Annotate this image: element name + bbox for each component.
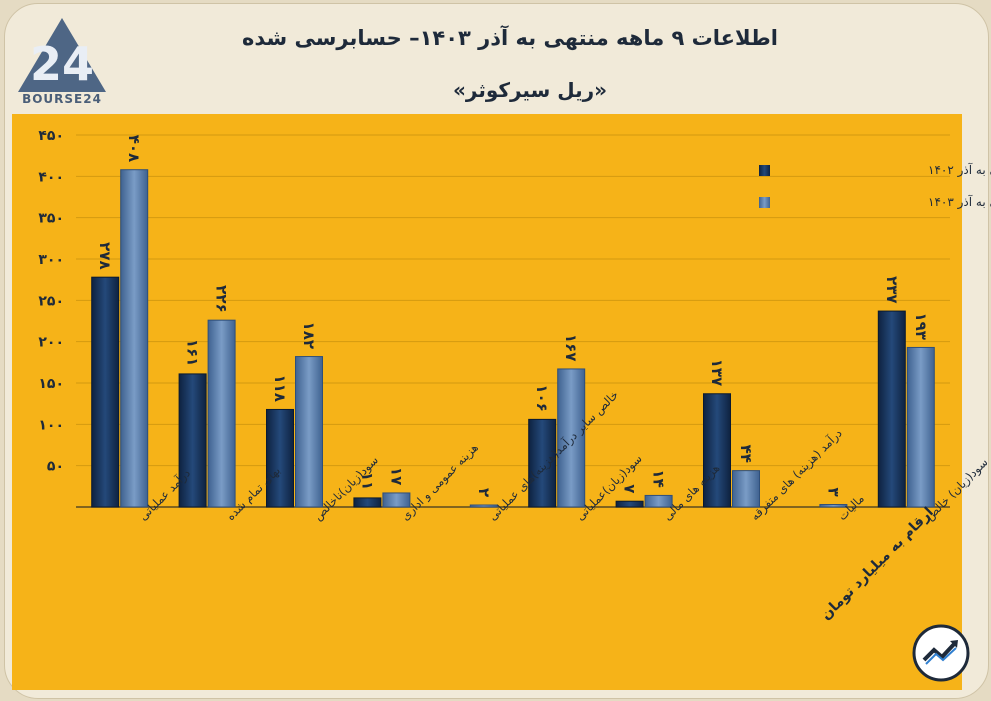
logo-text: BOURSE24 [22,92,102,106]
data-label: ۱۶۷ [562,334,580,361]
data-label: ۱۹۳ [912,312,930,339]
data-label: ۱۱۸ [271,374,289,401]
bar [120,169,149,508]
legend-label: عملکرد منتهی به آذر ۱۴۰۳ [928,194,991,210]
bar [91,276,120,508]
legend-swatch [759,197,770,208]
data-label: ۱۳۷ [708,359,726,386]
bar [557,368,586,508]
bar [906,346,935,508]
y-tick-label: ۱۵۰ [38,376,64,392]
bar [469,504,498,508]
data-label: ۴۴ [737,445,755,463]
bar [266,408,294,508]
y-tick-label: ۳۵۰ [38,211,64,227]
bar [877,310,906,508]
bar [528,418,557,508]
logo-mark: 24 [30,37,94,91]
bar [295,356,323,508]
category-label: هزینه عمومی و اداری [398,440,481,523]
category-label: درآمد (هزینه) های متفرقه [748,426,846,524]
y-tick-label: ۳۰۰ [38,252,64,268]
bar [644,494,673,508]
data-label: ۴۰۸ [125,135,143,162]
bar [732,470,760,508]
y-tick-label: ۲۵۰ [38,293,64,309]
data-label: ۱۶۱ [184,339,202,366]
data-label: ۱۱ [358,472,376,490]
legend-swatch [759,165,770,176]
data-label: ۱۷ [387,467,405,485]
page-subtitle: «ریل سیرکوثر» [452,78,608,102]
data-label: ۷ [621,484,639,493]
y-tick-label: ۴۵۰ [38,128,64,144]
data-label: ۲ [475,488,493,497]
page-title: اطلاعات ۹ ماهه منتهی به آذر ۱۴۰۳– حسابرس… [242,26,778,50]
bar [703,393,731,508]
legend-label: عملکرد منتهی به آذر ۱۴۰۲ [928,162,991,178]
data-label: ۲۳۷ [883,276,901,303]
data-label: ۱۴ [650,469,668,487]
bar [819,504,848,508]
bar [615,500,644,508]
bar [178,373,207,508]
data-label: ۲۷۸ [96,242,114,269]
bar [353,497,382,508]
data-label: ۱۸۲ [300,322,318,349]
trend-badge-icon [912,624,970,682]
bar [382,492,411,508]
logo-triangle-icon: 24 [18,18,106,92]
data-label: ۱۰۶ [533,384,551,411]
y-tick-label: ۱۰۰ [38,417,64,433]
y-tick-label: ۲۰۰ [38,335,64,351]
data-label: ۲۲۶ [213,285,231,312]
y-tick-label: ۵۰ [47,459,64,475]
data-label: ۳ [824,488,842,497]
bar [207,319,236,508]
y-tick-label: ۴۰۰ [38,169,64,185]
plot-background [12,114,962,690]
